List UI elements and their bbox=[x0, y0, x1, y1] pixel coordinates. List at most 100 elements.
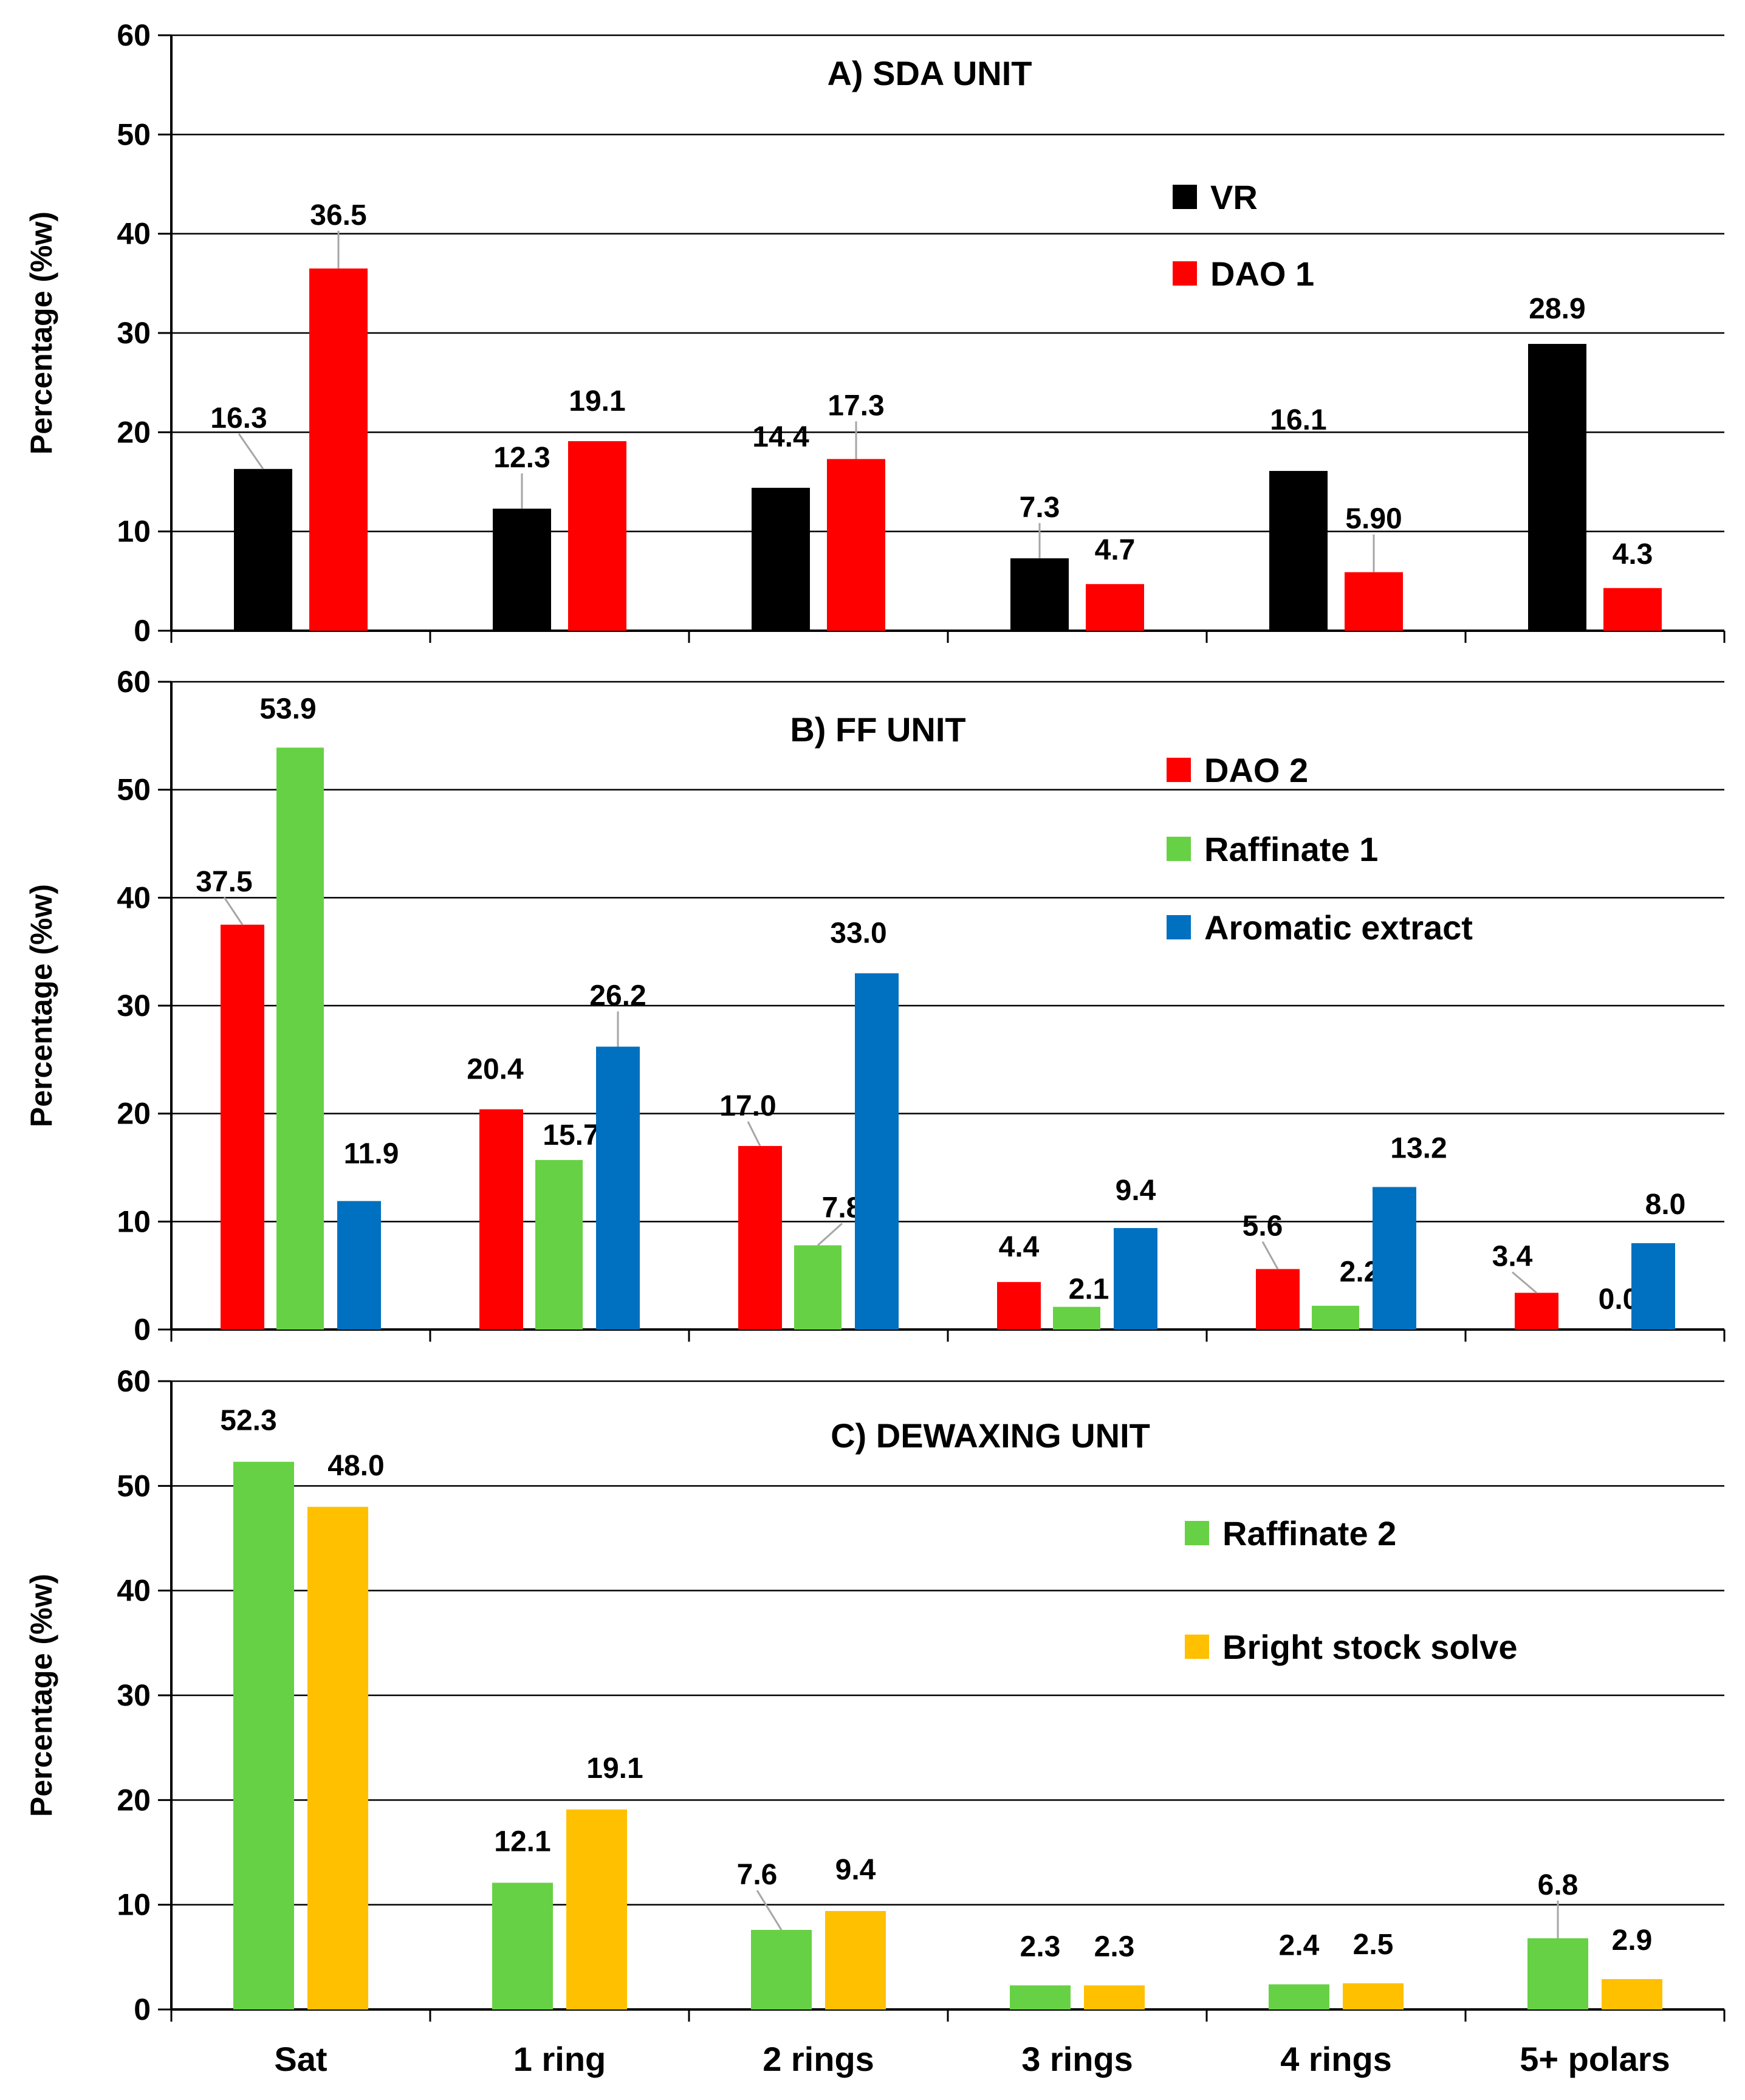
bar-raffinate-2-2-rings bbox=[751, 1930, 812, 2009]
bar-dao-1-5-polars bbox=[1603, 588, 1662, 631]
data-label-leader bbox=[223, 896, 244, 925]
data-label-dao-2-4-rings: 5.6 bbox=[1243, 1210, 1283, 1243]
legend-label-aromatic-extract: Aromatic extract bbox=[1204, 908, 1473, 947]
data-label-dao-2-5-polars: 3.4 bbox=[1492, 1241, 1533, 1273]
y-tick-label: 30 bbox=[117, 989, 151, 1023]
data-label-dao-1-5-polars: 4.3 bbox=[1613, 538, 1653, 571]
data-label-raffinate-2-5-polars: 6.8 bbox=[1538, 1869, 1579, 1901]
bar-raffinate-1-1-ring bbox=[535, 1160, 583, 1330]
bar-dao-1-3-rings bbox=[1086, 584, 1144, 631]
data-label-vr-2-rings: 14.4 bbox=[752, 421, 809, 453]
bar-bright-stock-solve-2-rings bbox=[825, 1911, 886, 2009]
data-label-raffinate-2-3-rings: 2.3 bbox=[1020, 1930, 1061, 1963]
y-tick-label: 40 bbox=[117, 217, 151, 251]
y-tick-label: 50 bbox=[117, 117, 151, 151]
bar-vr-4-rings bbox=[1269, 471, 1328, 631]
data-label-bright-stock-solve-2-rings: 9.4 bbox=[835, 1854, 876, 1886]
legend-label-vr: VR bbox=[1210, 178, 1258, 216]
bar-dao-1-sat bbox=[309, 268, 368, 631]
category-label-2-rings: 2 rings bbox=[763, 2040, 874, 2078]
data-label-vr-3-rings: 7.3 bbox=[1020, 492, 1060, 524]
panel-title: C) DEWAXING UNIT bbox=[831, 1416, 1150, 1455]
data-label-dao-1-3-rings: 4.7 bbox=[1095, 534, 1136, 566]
legend-label-raffinate-2: Raffinate 2 bbox=[1222, 1514, 1396, 1553]
data-label-dao-2-2-rings: 17.0 bbox=[719, 1090, 776, 1122]
category-axis-labels: Sat 1 ring 2 rings 3 rings 4 rings 5+ polars bbox=[274, 2040, 1670, 2078]
bar-bright-stock-solve-3-rings bbox=[1084, 1985, 1145, 2009]
bar-vr-3-rings bbox=[1010, 558, 1069, 631]
bar-dao-2-4-rings bbox=[1256, 1269, 1300, 1330]
data-label-dao-2-1-ring: 20.4 bbox=[467, 1054, 524, 1086]
data-label-dao-1-1-ring: 19.1 bbox=[569, 385, 625, 417]
legend-swatch-raffinate-1 bbox=[1167, 837, 1191, 861]
data-label-leader bbox=[1512, 1271, 1537, 1294]
bar-aromatic-extract-4-rings bbox=[1373, 1187, 1416, 1330]
data-label-raffinate-1-3-rings: 2.1 bbox=[1069, 1274, 1109, 1306]
y-tick-label: 10 bbox=[117, 1204, 151, 1238]
bar-raffinate-1-sat bbox=[276, 747, 324, 1330]
bar-raffinate-1-3-rings bbox=[1053, 1306, 1100, 1330]
bar-aromatic-extract-sat bbox=[337, 1201, 381, 1330]
legend-swatch-raffinate-2 bbox=[1185, 1521, 1209, 1545]
y-tick-label: 10 bbox=[117, 515, 151, 549]
bar-vr-2-rings bbox=[752, 487, 810, 631]
y-tick-label: 50 bbox=[117, 773, 151, 807]
legend-swatch-bright-stock-solve bbox=[1185, 1635, 1209, 1659]
data-label-raffinate-1-1-ring: 15.7 bbox=[543, 1119, 599, 1151]
bar-aromatic-extract-2-rings bbox=[855, 973, 899, 1330]
bar-raffinate-1-4-rings bbox=[1312, 1305, 1359, 1330]
data-label-aromatic-extract-4-rings: 13.2 bbox=[1390, 1132, 1447, 1164]
data-label-aromatic-extract-sat: 11.9 bbox=[344, 1138, 399, 1170]
data-label-bright-stock-solve-1-ring: 19.1 bbox=[586, 1752, 643, 1785]
y-tick-label: 30 bbox=[117, 1678, 151, 1712]
data-label-aromatic-extract-2-rings: 33.0 bbox=[830, 918, 886, 950]
y-tick-label: 0 bbox=[134, 614, 151, 648]
data-label-vr-1-ring: 12.3 bbox=[493, 442, 550, 474]
bar-dao-2-2-rings bbox=[738, 1145, 782, 1330]
y-tick-label: 20 bbox=[117, 1097, 151, 1131]
bar-raffinate-1-2-rings bbox=[794, 1245, 842, 1330]
category-label-5-polars: 5+ polars bbox=[1520, 2040, 1670, 2078]
panel-title: B) FF UNIT bbox=[790, 710, 965, 749]
bar-raffinate-2-3-rings bbox=[1010, 1985, 1071, 2009]
data-label-leader bbox=[817, 1223, 843, 1246]
data-label-raffinate-2-sat: 52.3 bbox=[220, 1405, 276, 1437]
y-axis-label: Percentage (%w) bbox=[24, 884, 58, 1127]
bar-dao-2-3-rings bbox=[997, 1282, 1041, 1330]
bar-dao-2-sat bbox=[221, 924, 264, 1330]
y-axis-label: Percentage (%w) bbox=[24, 211, 58, 455]
y-tick-label: 40 bbox=[117, 1574, 151, 1608]
legend-swatch-vr bbox=[1173, 185, 1197, 209]
data-label-leader bbox=[238, 433, 264, 470]
bar-dao-1-2-rings bbox=[827, 459, 885, 631]
y-tick-label: 30 bbox=[117, 316, 151, 350]
y-tick-label: 60 bbox=[117, 665, 151, 699]
category-label-sat: Sat bbox=[274, 2040, 327, 2078]
y-tick-label: 20 bbox=[117, 415, 151, 449]
data-label-vr-sat: 16.3 bbox=[210, 402, 267, 434]
data-label-raffinate-2-2-rings: 7.6 bbox=[737, 1859, 778, 1891]
data-label-bright-stock-solve-5-polars: 2.9 bbox=[1612, 1924, 1653, 1957]
y-tick-label: 20 bbox=[117, 1783, 151, 1817]
y-tick-label: 60 bbox=[117, 18, 151, 52]
legend-label-dao-1: DAO 1 bbox=[1210, 255, 1314, 293]
data-label-bright-stock-solve-3-rings: 2.3 bbox=[1094, 1930, 1135, 1963]
bar-bright-stock-solve-1-ring bbox=[566, 1809, 627, 2009]
legend-label-bright-stock-solve: Bright stock solve bbox=[1222, 1628, 1517, 1666]
bar-vr-5-polars bbox=[1528, 343, 1586, 631]
data-label-leader bbox=[756, 1890, 783, 1930]
bar-dao-2-1-ring bbox=[479, 1109, 523, 1330]
bar-vr-sat bbox=[234, 468, 292, 631]
bar-raffinate-2-5-polars bbox=[1527, 1938, 1588, 2009]
data-label-raffinate-2-1-ring: 12.1 bbox=[494, 1825, 550, 1858]
panel-dewaxing-unit: 0 10 20 30 40 50 60 Percentage (%w) C) DEWAXING … bbox=[24, 1364, 1726, 2026]
data-label-dao-1-4-rings: 5.90 bbox=[1345, 503, 1402, 535]
data-label-aromatic-extract-1-ring: 26.2 bbox=[589, 980, 646, 1012]
panel-ff-unit: 0 10 20 30 40 50 60 Percentage (%w) B) FF UNIT 37… bbox=[24, 665, 1726, 1347]
y-axis-label: Percentage (%w) bbox=[24, 1574, 58, 1817]
category-label-3-rings: 3 rings bbox=[1021, 2040, 1133, 2078]
legend-swatch-dao-2 bbox=[1167, 758, 1191, 782]
data-label-aromatic-extract-5-polars: 8.0 bbox=[1645, 1189, 1686, 1221]
data-label-raffinate-1-sat: 53.9 bbox=[259, 693, 316, 725]
